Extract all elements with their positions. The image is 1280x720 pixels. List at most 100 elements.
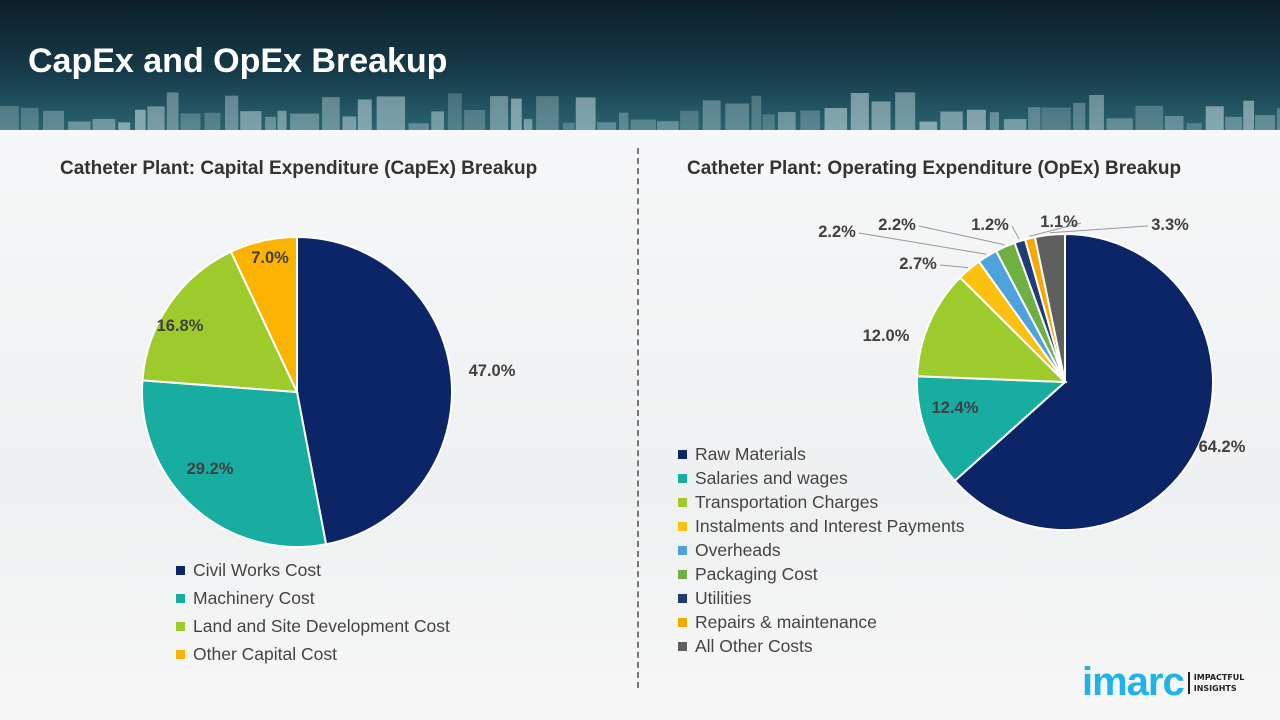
legend-label: Overheads [695, 539, 781, 560]
building [290, 113, 320, 130]
legend-swatch [176, 649, 185, 659]
legend-label: Packaging Cost [695, 563, 818, 584]
leader-line [939, 264, 968, 269]
logo-tagline: IMPACTFUL [1193, 672, 1245, 682]
building [0, 106, 19, 130]
legend-item: Transportation Charges [678, 490, 964, 514]
building [92, 118, 116, 130]
data-label: 29.2% [187, 460, 234, 478]
building [1028, 107, 1041, 130]
legend-swatch [678, 641, 687, 651]
building [20, 107, 39, 130]
legend-label: Utilities [695, 587, 752, 608]
legend-item: Other Capital Cost [176, 640, 450, 668]
building [725, 103, 750, 130]
building [510, 98, 522, 130]
building [1073, 102, 1086, 130]
building [895, 92, 916, 130]
logo-tagline: INSIGHTS [1193, 683, 1237, 693]
building [989, 112, 999, 130]
building [1243, 100, 1255, 130]
legend-label: Instalments and Interest Payments [695, 515, 965, 536]
building [940, 111, 963, 130]
building [1225, 116, 1243, 130]
building [135, 109, 146, 130]
building [824, 108, 848, 130]
building [1135, 105, 1164, 130]
opex-chart-title: Catheter Plant: Operating Expenditure (O… [687, 158, 1182, 179]
building [376, 96, 406, 130]
leader-line [918, 225, 1005, 246]
data-label: 12.0% [863, 327, 910, 345]
building [277, 110, 287, 130]
legend-swatch [678, 569, 687, 579]
data-label: 1.1% [1040, 213, 1078, 231]
legend-label: Other Capital Cost [193, 643, 337, 664]
capex-chart-title: Catheter Plant: Capital Expenditure (Cap… [60, 158, 538, 179]
legend-item: Repairs & maintenance [678, 610, 964, 634]
building [656, 121, 679, 130]
building [919, 121, 938, 130]
building [1003, 119, 1027, 130]
building [800, 110, 820, 130]
legend-item: Overheads [678, 538, 964, 562]
building [536, 96, 559, 130]
legend-swatch [678, 449, 687, 459]
leader-line [858, 232, 987, 255]
data-label: 3.3% [1151, 216, 1189, 234]
legend-item: Packaging Cost [678, 562, 964, 586]
building [1255, 115, 1275, 130]
legend-item: Machinery Cost [176, 584, 450, 612]
building [680, 110, 699, 130]
building [342, 116, 357, 130]
building [762, 114, 775, 130]
legend-label: Civil Works Cost [193, 559, 322, 580]
data-label: 12.4% [932, 399, 979, 417]
legend-swatch [678, 593, 687, 603]
legend-item: Utilities [678, 586, 964, 610]
legend-swatch [678, 473, 687, 483]
building [1106, 118, 1133, 130]
building [240, 111, 262, 130]
building [322, 97, 340, 130]
legend-item: Raw Materials [678, 442, 964, 466]
data-label: 47.0% [469, 362, 516, 380]
legend-item: All Other Costs [678, 634, 964, 658]
leader-line [1029, 222, 1082, 237]
legend-label: Raw Materials [695, 443, 806, 464]
building [871, 101, 891, 130]
leader-line [1049, 225, 1149, 234]
pie-slice [229, 235, 298, 393]
building [180, 113, 201, 130]
pie-slice [916, 375, 1068, 483]
skyline-decoration [0, 92, 1280, 130]
legend-swatch [678, 497, 687, 507]
building [562, 122, 575, 130]
legend-label: Land and Site Development Cost [193, 615, 450, 636]
capex-legend: Civil Works Cost Machinery Cost Land and S… [176, 556, 450, 668]
building [702, 100, 721, 130]
pie-slice [141, 379, 328, 548]
building [1041, 107, 1071, 130]
building [431, 111, 444, 130]
legend-swatch [176, 621, 185, 631]
building [447, 93, 462, 130]
building [225, 95, 239, 130]
building [850, 93, 869, 130]
pie-slice [916, 276, 1068, 384]
legend-item: Civil Works Cost [176, 556, 450, 584]
building [204, 112, 221, 130]
building [408, 123, 429, 130]
building [778, 111, 796, 130]
legend-item: Land and Site Development Cost [176, 612, 450, 640]
legend-item: Salaries and wages [678, 466, 964, 490]
data-label: 2.2% [818, 223, 856, 241]
data-label: 2.7% [899, 255, 937, 273]
building [630, 119, 656, 130]
legend-item: Instalments and Interest Payments [678, 514, 964, 538]
building [1205, 106, 1224, 130]
building [43, 110, 64, 130]
building [575, 97, 596, 130]
legend-label: Salaries and wages [695, 467, 848, 488]
